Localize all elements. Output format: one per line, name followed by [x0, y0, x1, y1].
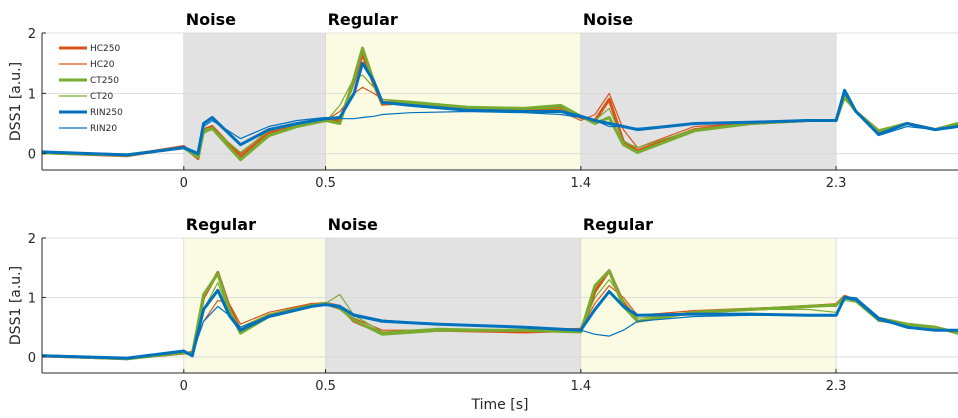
legend: HC250 HC20 CT250 CT20 RIN250 RIN20 — [59, 44, 123, 134]
legend-label: CT20 — [90, 92, 114, 102]
x-tick-label: 0.5 — [315, 176, 336, 191]
chart-panel-2: Regular Noise Regular 0 0.5 1.4 2.3 0 1 2 DSS1 [a.… — [8, 215, 958, 413]
x-tick-label: 0.5 — [315, 379, 336, 394]
region-label: Regular — [186, 215, 256, 234]
x-tick-label: 2.3 — [826, 176, 847, 191]
y-tick-label: 1 — [28, 291, 36, 306]
y-tick-label: 2 — [28, 27, 36, 42]
region-label: Regular — [583, 215, 653, 234]
region-band — [580, 33, 837, 170]
legend-label: RIN250 — [90, 108, 123, 118]
y-axis-label: DSS1 [a.u.] — [8, 266, 24, 345]
x-axis-label: Time [s] — [471, 397, 529, 413]
region-label: Regular — [328, 10, 398, 29]
legend-label: RIN20 — [90, 124, 117, 134]
legend-label: HC250 — [90, 44, 121, 54]
x-tick-label: 1.4 — [570, 379, 591, 394]
region-band — [325, 238, 581, 373]
y-tick-label: 0 — [28, 148, 36, 163]
series-line-rin20 — [42, 298, 958, 359]
x-tick-label: 0 — [180, 379, 188, 394]
region-band — [325, 33, 581, 170]
chart-panel-1: Noise Regular Noise 0 0.5 1.4 2.3 0 1 2 DSS1 [a.u.… — [8, 10, 958, 191]
y-axis-label: DSS1 [a.u.] — [8, 62, 24, 141]
x-tick-label: 2.3 — [826, 379, 847, 394]
region-label: Noise — [583, 10, 633, 29]
legend-label: CT250 — [90, 76, 119, 86]
y-tick-label: 0 — [28, 351, 36, 366]
y-tick-label: 1 — [28, 87, 36, 102]
y-tick-label: 2 — [28, 232, 36, 247]
x-tick-label: 1.4 — [570, 176, 591, 191]
region-label: Noise — [186, 10, 236, 29]
region-label: Noise — [328, 215, 378, 234]
legend-label: HC20 — [90, 60, 115, 70]
series-line-rin20 — [42, 92, 958, 157]
x-tick-label: 0 — [180, 176, 188, 191]
